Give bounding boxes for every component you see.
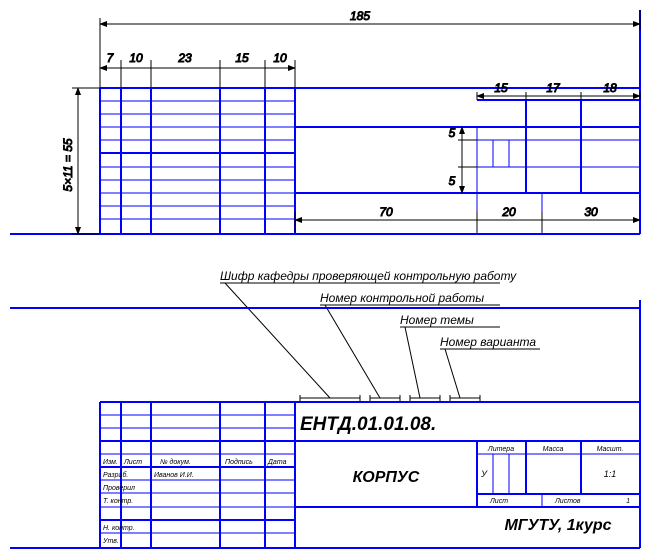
lbl-litera: Литера bbox=[487, 446, 514, 453]
part-name: КОРПУС bbox=[353, 469, 420, 486]
lbl-listov: Листов bbox=[554, 498, 581, 505]
dim-23: 23 bbox=[177, 51, 192, 65]
hdr-data: Дата bbox=[267, 459, 287, 466]
dim-7: 7 bbox=[107, 51, 115, 65]
callout-4: Номер варианта bbox=[440, 335, 536, 349]
dim-n5a: 5 bbox=[449, 126, 456, 140]
bottom-title-block: ЕНТД.01.01.08. КОРПУС МГУТУ, 1курс Изм. … bbox=[10, 300, 640, 548]
hdr-list: Лист bbox=[123, 459, 142, 466]
dim-15: 15 bbox=[235, 51, 249, 65]
row-razrab: Разраб. bbox=[103, 471, 128, 479]
dim-n5b: 5 bbox=[449, 174, 456, 188]
hdr-podp: Подпись bbox=[225, 458, 253, 466]
org-name: МГУТУ, 1курс bbox=[504, 517, 611, 534]
code-text: ЕНТД.01.01.08. bbox=[300, 414, 436, 435]
dim-20: 20 bbox=[501, 205, 516, 219]
hdr-ndok: № докум. bbox=[160, 458, 191, 466]
dim-55: 5×11 = 55 bbox=[61, 138, 75, 191]
callout-1: Шифр кафедры проверяющей контрольную раб… bbox=[220, 269, 517, 283]
callouts: Шифр кафедры проверяющей контрольную раб… bbox=[220, 269, 540, 401]
dim-185: 185 bbox=[350, 9, 370, 23]
dim-30: 30 bbox=[584, 205, 598, 219]
scale-val: 1:1 bbox=[604, 469, 617, 479]
callout-3: Номер темы bbox=[400, 313, 474, 327]
row-razrab-name: Иванов И.И. bbox=[154, 472, 194, 479]
row-nk: Н. контр. bbox=[103, 525, 135, 532]
hdr-izm: Изм. bbox=[103, 459, 118, 466]
row-tk: Т. контр. bbox=[103, 498, 133, 505]
dim-r18: 18 bbox=[603, 81, 617, 95]
row-prov: Проверил bbox=[103, 485, 135, 492]
listov-val: 1 bbox=[626, 498, 630, 505]
lbl-massa: Масса bbox=[543, 446, 564, 453]
lbl-list: Лист bbox=[489, 498, 508, 505]
dim-10b: 10 bbox=[273, 51, 287, 65]
dim-r17: 17 bbox=[546, 81, 561, 95]
dim-r15: 15 bbox=[494, 81, 508, 95]
top-diagram: 185 7 10 23 15 10 bbox=[10, 9, 640, 234]
diagram-canvas: 185 7 10 23 15 10 bbox=[0, 0, 648, 557]
lit-val: У bbox=[480, 469, 488, 479]
row-utv: Утв. bbox=[102, 538, 119, 545]
callout-2: Номер контрольной работы bbox=[320, 291, 484, 305]
dim-70: 70 bbox=[379, 205, 393, 219]
dim-10a: 10 bbox=[129, 51, 143, 65]
lbl-masht: Масшт. bbox=[597, 446, 624, 453]
